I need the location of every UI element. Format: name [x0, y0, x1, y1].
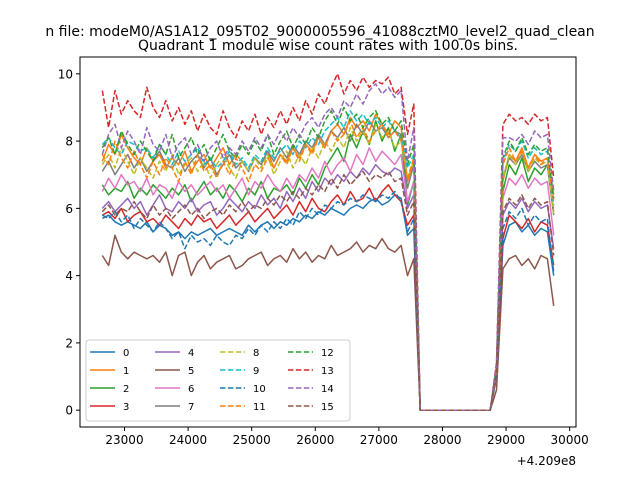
x-tick-label: 30000 — [551, 433, 589, 447]
series-line-8 — [101, 123, 555, 411]
x-tick-label: 23000 — [105, 433, 143, 447]
y-tick-label: 0 — [65, 404, 73, 418]
x-tick-label: 25000 — [233, 433, 271, 447]
y-tick-label: 8 — [65, 135, 73, 149]
series-line-15 — [101, 170, 555, 411]
legend-label-13: 13 — [321, 366, 334, 377]
x-tick-label: 27000 — [360, 433, 398, 447]
legend-label-14: 14 — [321, 384, 334, 395]
legend-label-5: 5 — [188, 366, 194, 377]
legend-label-8: 8 — [253, 348, 259, 359]
series-line-14 — [101, 83, 555, 411]
x-tick-label: 29000 — [487, 433, 525, 447]
legend-label-0: 0 — [123, 348, 129, 359]
x-axis: 23000 24000 25000 26000 27000 28000 29000 30000 — [105, 427, 589, 447]
series-layer — [101, 73, 555, 411]
legend-label-9: 9 — [253, 366, 259, 377]
chart-title: Quadrant 1 module wise count rates with … — [138, 38, 518, 54]
plot-frame — [79, 56, 577, 428]
legend-label-3: 3 — [123, 402, 129, 413]
y-tick-label: 6 — [65, 202, 73, 216]
legend-label-1: 1 — [123, 366, 129, 377]
legend-label-15: 15 — [321, 402, 334, 413]
chart-suptitle: n file: modeM0/AS1A12_095T02_9000005596_… — [45, 24, 594, 40]
legend-label-10: 10 — [253, 384, 266, 395]
x-tick-label: 26000 — [296, 433, 334, 447]
x-tick-label: 28000 — [423, 433, 461, 447]
y-tick-label: 10 — [58, 67, 73, 81]
legend-label-6: 6 — [188, 384, 194, 395]
x-offset-label: +4.209e8 — [517, 454, 576, 468]
y-tick-label: 2 — [65, 336, 73, 350]
y-tick-label: 4 — [65, 269, 73, 283]
legend-label-11: 11 — [253, 402, 266, 413]
legend-box — [85, 339, 351, 422]
legend-label-2: 2 — [123, 384, 129, 395]
x-tick-label: 24000 — [169, 433, 207, 447]
legend-label-7: 7 — [188, 402, 194, 413]
legend-label-4: 4 — [188, 348, 194, 359]
legend-label-12: 12 — [321, 348, 334, 359]
series-line-12 — [101, 106, 555, 411]
y-axis: 0 2 4 6 8 10 — [58, 67, 80, 418]
